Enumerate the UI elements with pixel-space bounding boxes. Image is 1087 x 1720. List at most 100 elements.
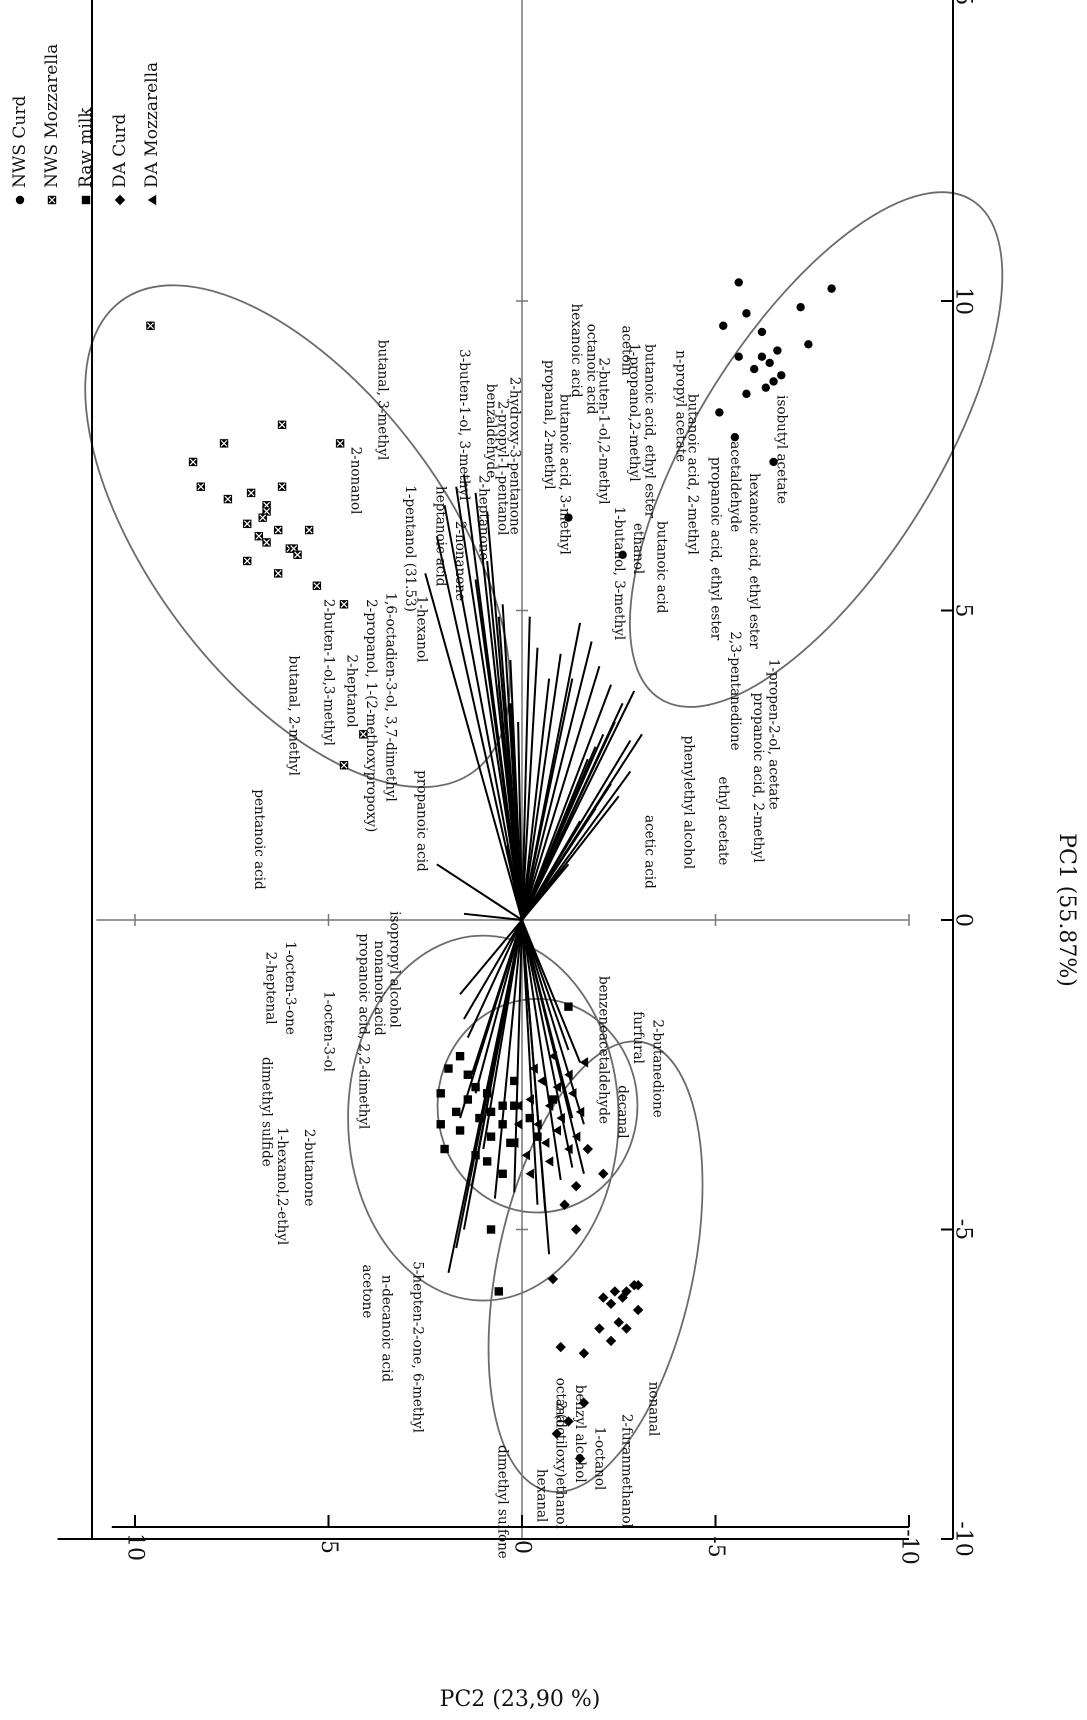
- marker-cross: [243, 557, 251, 565]
- variable-label: 1-hexanol,2-ethyl: [274, 1127, 290, 1245]
- variable-label: 2-propanol, 1-(2-methoxypropoxy): [363, 599, 379, 832]
- data-point: [541, 1137, 550, 1149]
- loading-vector: [521, 919, 581, 1063]
- variable-label: octanal: [553, 1378, 569, 1428]
- loading-vector: [521, 919, 562, 1181]
- data-point: [475, 1113, 484, 1123]
- data-point: [719, 321, 728, 330]
- group-ellipse: [487, 1040, 704, 1493]
- loading-vector: [493, 919, 523, 1199]
- legend: NWS Curd NWS Mozzarella Raw milk DA Curd DA …: [10, 44, 162, 206]
- variable-label: 1-butanol, 3-methyl: [611, 507, 627, 641]
- variable-label: butanoic acid: [653, 521, 669, 614]
- data-point: [598, 1292, 609, 1303]
- data-point: [796, 302, 805, 312]
- data-point: [777, 371, 786, 380]
- loading-vector: [466, 919, 523, 1039]
- group-ellipse: [629, 191, 1004, 708]
- loading-vector: [459, 919, 523, 1119]
- marker-cross: [247, 489, 255, 497]
- loading-vector: [459, 919, 523, 995]
- data-point: [455, 1051, 465, 1061]
- data-point: [547, 1273, 559, 1285]
- data-point: [277, 420, 287, 429]
- data-point: [494, 1287, 503, 1296]
- data-point: [757, 327, 767, 337]
- variable-label: 1-octen-3-one: [282, 941, 298, 1034]
- data-point: [578, 1397, 590, 1409]
- data-point: [513, 1119, 523, 1130]
- marker-cross: [340, 600, 348, 608]
- variable-label: 2-propyl-1-pentanol: [495, 401, 511, 536]
- pc1-tick-label: -5: [951, 1219, 976, 1240]
- data-point: [243, 519, 252, 529]
- data-point: [571, 1131, 581, 1142]
- pc2-tick-label: -10: [897, 1529, 922, 1564]
- data-point: [552, 1125, 562, 1136]
- legend-marker: [47, 195, 57, 205]
- loading-vector: [505, 845, 523, 921]
- data-point: [742, 389, 751, 399]
- data-point: [537, 1075, 546, 1087]
- data-point: [304, 525, 314, 535]
- legend-marker: [15, 195, 25, 205]
- data-point: [444, 1064, 453, 1073]
- data-point: [769, 457, 778, 467]
- variable-label: 2-hydroxy-3-pentanone: [506, 377, 522, 535]
- data-point: [188, 457, 198, 467]
- data-point: [243, 556, 252, 566]
- marker-cross: [259, 514, 267, 522]
- data-point: [548, 1095, 558, 1104]
- data-point: [273, 569, 283, 578]
- data-point: [471, 1082, 480, 1092]
- loading-vector: [521, 919, 539, 1205]
- variable-label: ethyl acetate: [715, 777, 731, 866]
- variable-label: 1-propanol,2-methyl: [626, 343, 642, 482]
- marker-cross: [263, 538, 271, 546]
- data-point: [463, 1070, 473, 1079]
- pc1-tick-label: 0: [951, 913, 976, 927]
- variable-label: 2-butanedione: [649, 1019, 665, 1117]
- data-point: [525, 1094, 534, 1105]
- legend-marker: [147, 194, 157, 206]
- data-point: [555, 1341, 566, 1353]
- data-point: [715, 408, 724, 417]
- data-point: [742, 309, 751, 318]
- marker-cross: [147, 322, 154, 330]
- loading-vector: [521, 919, 547, 1212]
- marker-cross: [278, 421, 286, 429]
- data-point: [486, 1107, 496, 1117]
- loading-vector: [521, 919, 570, 1051]
- variable-labels: pentanoic acid butanal, 2-methyl 2-buten-1…: [251, 304, 789, 1559]
- data-point: [564, 1002, 573, 1011]
- data-point: [246, 488, 256, 498]
- data-point: [734, 352, 743, 361]
- variable-label: pentanoic acid: [251, 789, 267, 890]
- loading-vector: [474, 919, 523, 1094]
- loading-vector: [462, 919, 523, 1230]
- variable-label: 2-buten-1-ol,3-methyl: [321, 599, 337, 746]
- data-point: [513, 1100, 523, 1111]
- legend-label: NWS Curd: [10, 96, 30, 188]
- variable-label: 1-pentanol (31.53): [402, 485, 418, 612]
- loading-vector: [497, 684, 523, 921]
- variable-label: 2-buten-1-ol,2-methyl: [595, 357, 611, 504]
- data-point: [436, 1089, 445, 1098]
- data-point: [463, 1095, 473, 1104]
- loading-vector: [463, 912, 523, 921]
- data-point: [486, 1225, 496, 1234]
- variable-label: 3-buten-1-ol, 3-methyl: [456, 349, 472, 500]
- variable-label: 2-(octiloxy)ethanol: [553, 1401, 569, 1529]
- data-point: [564, 1143, 573, 1155]
- variable-label: 2-nonanol: [348, 447, 364, 515]
- data-point: [521, 1150, 531, 1161]
- loading-vectors: [424, 474, 643, 1274]
- pc2-tick-label: -5: [703, 1536, 728, 1557]
- data-point: [339, 600, 349, 609]
- data-point: [570, 1224, 582, 1235]
- marker-cross: [224, 495, 232, 503]
- variable-label: butanoic acid, 3-methyl: [557, 394, 573, 555]
- data-point: [258, 513, 267, 522]
- loading-vector: [521, 678, 551, 921]
- data-point: [254, 532, 264, 541]
